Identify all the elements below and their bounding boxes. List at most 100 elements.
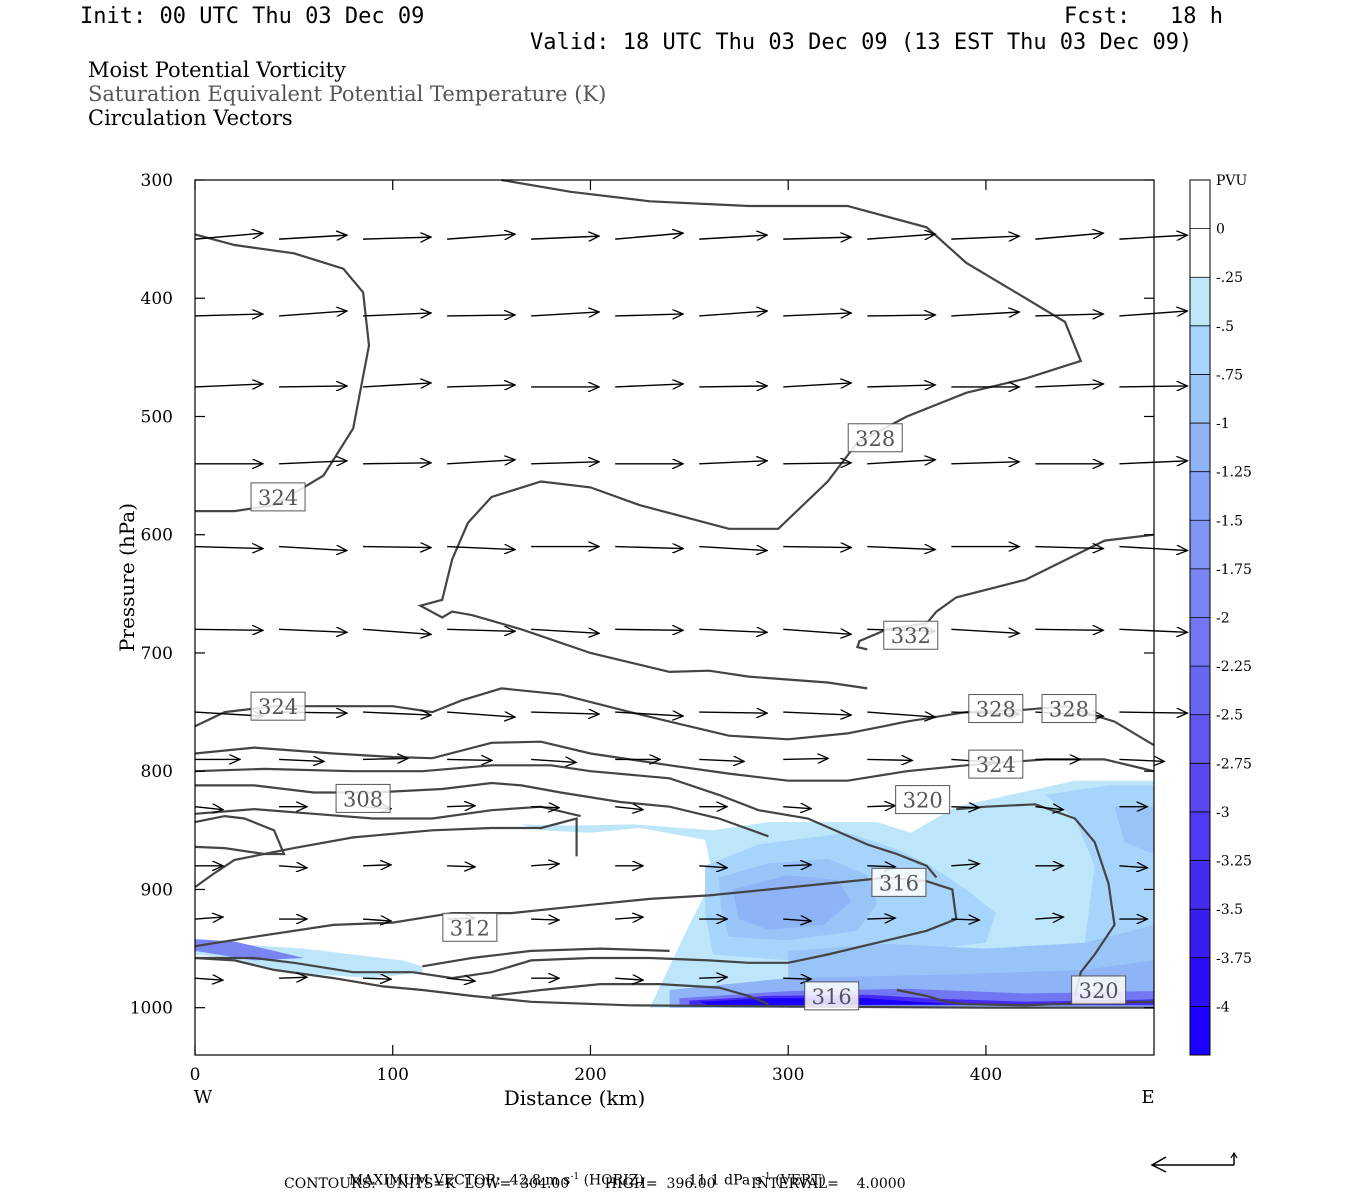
- circulation-vector-88: [531, 759, 576, 762]
- x-end-label-west: W: [194, 1087, 213, 1108]
- circulation-vector-90: [699, 759, 744, 761]
- circulation-vector-43: [783, 463, 851, 464]
- colorbar-level-16: -4: [1216, 999, 1230, 1015]
- colorbar-level-1: -.25: [1216, 270, 1243, 286]
- circulation-vector-85: [279, 759, 324, 761]
- circulation-vector-19: [783, 313, 851, 316]
- colorbar-swatch-3: [1190, 325, 1210, 375]
- contour-label-box-9: [871, 867, 927, 897]
- colorbar-level-15: -3.75: [1216, 951, 1252, 967]
- circulation-vector-116: [867, 866, 895, 867]
- circulation-vector-117: [951, 864, 979, 866]
- contour-label-12: 316: [812, 985, 852, 1009]
- circulation-vector-103: [783, 807, 811, 809]
- circulation-vector-109: [278, 866, 307, 868]
- circulation-vector-3: [447, 234, 515, 239]
- circulation-vector-134: [363, 978, 391, 979]
- circulation-vector-56: [867, 547, 935, 550]
- x-tick-label-100: 100: [377, 1065, 409, 1085]
- circulation-vector-48: [194, 547, 263, 549]
- contour-label-1: 328: [855, 427, 895, 451]
- colorbar-level-14: -3.5: [1216, 902, 1243, 918]
- circulation-vector-77: [615, 712, 683, 716]
- circulation-vector-6: [699, 235, 767, 239]
- colorbar-swatch-0: [1190, 180, 1210, 230]
- contour-label-box-7: [335, 783, 391, 813]
- x-tick-label-300: 300: [772, 1065, 804, 1085]
- circulation-vector-67: [783, 629, 851, 634]
- circulation-vector-129: [951, 919, 979, 920]
- plot-frame: [194, 179, 1155, 1056]
- circulation-vector-1: [278, 235, 347, 239]
- title-mpv: Moist Potential Vorticity: [88, 58, 346, 82]
- y-tick-label-1000: 1000: [130, 999, 173, 1019]
- contour-label-box-10: [442, 912, 498, 942]
- circulation-vector-9: [951, 236, 1019, 239]
- circulation-vector-79: [783, 712, 851, 715]
- pv-shaded-region-7: [732, 875, 852, 930]
- max-horiz-value: 42.8 m s: [509, 1172, 571, 1189]
- valid-time: Valid: 18 UTC Thu 03 Dec 09 (13 EST Thu …: [530, 30, 1193, 55]
- circulation-vector-23: [1119, 311, 1187, 316]
- colorbar-level-3: -.75: [1216, 367, 1243, 383]
- circulation-vector-26: [363, 383, 431, 387]
- circulation-vector-91: [783, 758, 828, 759]
- theta-es-contour-5: [194, 764, 938, 879]
- circulation-vector-76: [531, 712, 599, 714]
- contour-label-box-4: [968, 694, 1024, 724]
- pv-shaded-region-6: [1114, 806, 1154, 854]
- x-axis-label: Distance (km): [504, 1086, 646, 1110]
- circulation-vector-55: [783, 547, 851, 548]
- contour-label-10: 312: [450, 916, 490, 940]
- colorbar-level-7: -1.75: [1216, 562, 1252, 578]
- colorbar-level-10: -2.5: [1216, 708, 1243, 724]
- circulation-vector-130: [1035, 917, 1063, 919]
- theta-es-contour-3: [194, 687, 1155, 747]
- circulation-vector-104: [867, 806, 895, 807]
- circulation-vector-63: [447, 629, 515, 631]
- circulation-vector-112: [531, 864, 559, 866]
- vert-exponent: -1: [761, 1172, 771, 1182]
- circulation-vector-58: [1035, 547, 1103, 549]
- contour-label-box-8: [895, 785, 951, 815]
- max-vert-value: 11.1 dPa s: [688, 1172, 762, 1189]
- theta-es-contour-8: [194, 814, 286, 856]
- x-end-label-east: E: [1141, 1087, 1154, 1108]
- circulation-vector-10: [1035, 233, 1103, 240]
- circulation-vector-95: [1119, 759, 1164, 761]
- contour-label-2: 332: [891, 624, 931, 648]
- circulation-vector-2: [363, 237, 431, 239]
- circulation-vector-92: [867, 759, 912, 760]
- init-time: Init: 00 UTC Thu 03 Dec 09: [80, 4, 425, 29]
- max-vector-line: MAXIMUM VECTOR: 42.8 m s-1 (HORIZ) 11.1 …: [340, 1156, 826, 1189]
- circulation-vector-110: [363, 865, 391, 866]
- circulation-vector-96: [194, 807, 223, 810]
- circulation-vector-66: [699, 629, 767, 632]
- circulation-vector-44: [867, 460, 935, 464]
- circulation-vector-47: [1119, 461, 1187, 464]
- circulation-vector-75: [447, 712, 515, 717]
- y-tick-label-800: 800: [141, 762, 173, 782]
- circulation-vector-74: [363, 712, 431, 715]
- pv-shaded-region-9: [195, 939, 304, 961]
- circulation-vector-128: [867, 918, 895, 919]
- circulation-vector-119: [1119, 866, 1147, 868]
- colorbar-level-9: -2.25: [1216, 659, 1252, 675]
- contour-label-box-1: [847, 423, 903, 453]
- circulation-vector-42: [699, 461, 767, 464]
- circulation-vector-27: [447, 385, 515, 387]
- theta-es-contour-6: [195, 781, 769, 838]
- title-theta-es: Saturation Equivalent Potential Temperat…: [88, 82, 607, 106]
- colorbar-unit: PVU: [1216, 173, 1248, 189]
- colorbar-level-8: -2: [1216, 611, 1230, 627]
- y-axis-label: Pressure (hPa): [115, 503, 139, 652]
- contour-label-6: 324: [976, 753, 1016, 777]
- theta-es-contour-0: [194, 233, 371, 513]
- contour-label-7: 308: [343, 787, 383, 811]
- circulation-vector-87: [447, 759, 492, 760]
- y-tick-label-500: 500: [141, 407, 173, 427]
- circulation-vector-29: [615, 384, 683, 387]
- theta-es-contour-12: [491, 983, 769, 1006]
- colorbar-swatch-16: [1190, 957, 1210, 1007]
- circulation-vector-17: [615, 314, 683, 316]
